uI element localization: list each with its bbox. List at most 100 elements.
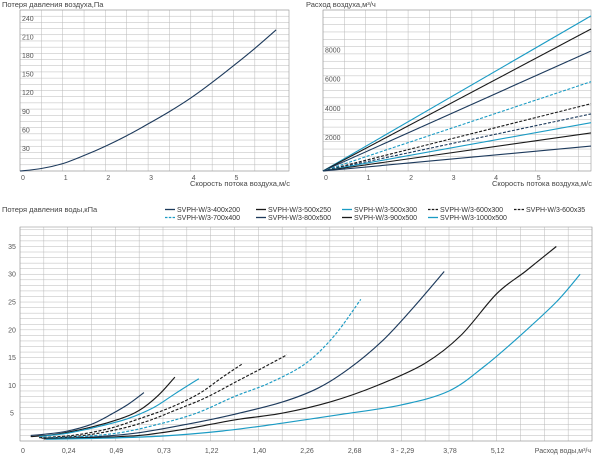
c2-series-line xyxy=(322,50,592,172)
c3-xlabel: Расход воды,м³/ч xyxy=(535,448,592,455)
chart1-ylabel: Потеря давления воздуха,Па xyxy=(2,0,104,9)
c3-xtick-label: 0,73 xyxy=(157,448,171,455)
c3-xtick-label: 3 - 2,29 xyxy=(390,448,414,455)
c2-series-line xyxy=(322,81,592,172)
chart2-x-ticks: 0 1 2 3 4 5 xyxy=(324,175,541,182)
c2-series-line xyxy=(322,145,592,172)
c2-series-line xyxy=(322,132,592,172)
c2-ytick-label: 8000 xyxy=(325,47,341,54)
c3-ytick-label: 35 xyxy=(8,244,16,251)
chart1-y-ticks: 30 60 90 120 150 180 210 240 xyxy=(22,16,34,153)
c3-xtick-label: 2,68 xyxy=(348,448,362,455)
c3-series-line xyxy=(43,246,557,440)
chart3-grid xyxy=(19,226,593,442)
chart-water-pressure-loss: Потеря давления воды,кПа SVPH-W/3-400x20… xyxy=(2,205,593,455)
chart2-y-ticks: 2000 4000 6000 8000 xyxy=(325,47,341,142)
chart1-xlabel: Скорость потока воздуха,м/с xyxy=(190,179,290,188)
c2-series-line xyxy=(322,28,592,172)
c1-xtick-label: 1 xyxy=(64,175,68,182)
c3-ytick-label: 20 xyxy=(8,327,16,334)
legend-label: SVPH-W/3-400x200 xyxy=(177,207,240,214)
c2-series-line xyxy=(322,122,592,172)
chart3-x-ticks: 0 0,24 0,49 0,73 1,22 1,40 2,26 2,68 3 - 2,29 3,7… xyxy=(21,448,591,455)
chart3-series xyxy=(30,246,581,440)
legend-item: SVPH-W/3-600x300 xyxy=(428,207,503,214)
legend-label: SVPH-W/3-700x400 xyxy=(177,215,240,222)
chart-air-flow: Расход воздуха,м³/ч 2000 4000 6000 8000 0 1 2… xyxy=(306,0,592,188)
c2-ytick-label: 4000 xyxy=(325,106,341,113)
c2-frame xyxy=(322,9,592,172)
c2-ytick-label: 2000 xyxy=(325,135,341,142)
c3-frame xyxy=(19,226,593,442)
c1-ytick-label: 240 xyxy=(22,16,34,23)
chart3-legend: SVPH-W/3-400x200 SVPH-W/3-500x250 SVPH-W/3… xyxy=(165,207,585,222)
c1-xtick-label: 4 xyxy=(192,175,196,182)
c3-ytick-label: 30 xyxy=(8,272,16,279)
c3-ytick-label: 10 xyxy=(8,383,16,390)
c3-series-line xyxy=(30,376,176,438)
legend-item: SVPH-W/3-500x250 xyxy=(256,207,331,214)
c1-ytick-label: 120 xyxy=(22,90,34,97)
legend-label: SVPH-W/3-600x35 xyxy=(526,207,585,214)
c1-ytick-label: 150 xyxy=(22,72,34,79)
chart3-ylabel: Потеря давления воды,кПа xyxy=(2,205,98,214)
chart2-grid xyxy=(322,9,592,172)
c3-series-line xyxy=(39,363,243,439)
c3-xtick-label: 5,12 xyxy=(491,448,505,455)
c3-xtick-label: 0,49 xyxy=(110,448,124,455)
c3-ytick-label: 15 xyxy=(8,355,16,362)
c3-ytick-label: 5 xyxy=(10,411,14,418)
legend-label: SVPH-W/3-500x250 xyxy=(268,207,331,214)
legend-item: SVPH-W/3-400x200 xyxy=(165,207,240,214)
c2-ytick-label: 6000 xyxy=(325,77,341,84)
c3-xtick-label: 0 xyxy=(21,448,25,455)
c2-xtick-label: 4 xyxy=(494,175,498,182)
c1-ytick-label: 30 xyxy=(22,146,30,153)
c2-xtick-label: 3 xyxy=(452,175,456,182)
c3-ytick-label: 25 xyxy=(8,300,16,307)
c2-series-line xyxy=(322,103,592,172)
c1-series-line xyxy=(19,29,277,172)
legend-label: SVPH-W/3-1000x500 xyxy=(440,215,507,222)
legend-item: SVPH-W/3-700x400 xyxy=(165,215,240,222)
c3-xtick-label: 1,22 xyxy=(205,448,219,455)
c3-series-line xyxy=(41,354,288,439)
legend-label: SVPH-W/3-900x500 xyxy=(354,215,417,222)
c3-xtick-label: 0,24 xyxy=(62,448,76,455)
legend-label: SVPH-W/3-800x500 xyxy=(268,215,331,222)
c1-ytick-label: 180 xyxy=(22,53,34,60)
legend-item: SVPH-W/3-900x500 xyxy=(342,215,417,222)
legend-item: SVPH-W/3-600x35 xyxy=(514,207,585,214)
c3-series-line xyxy=(43,298,362,439)
legend-label: SVPH-W/3-500x300 xyxy=(354,207,417,214)
chart1-x-ticks: 0 1 2 3 4 5 xyxy=(21,175,238,182)
c2-xtick-label: 0 xyxy=(324,175,328,182)
c3-xtick-label: 3,78 xyxy=(443,448,457,455)
chart1-grid xyxy=(19,9,290,172)
c1-frame xyxy=(19,9,290,172)
c1-xtick-label: 0 xyxy=(21,175,25,182)
legend-item: SVPH-W/3-1000x500 xyxy=(428,215,507,222)
legend-label: SVPH-W/3-600x300 xyxy=(440,207,503,214)
chart2-xlabel: Скорость потока воздуха,м/с xyxy=(492,179,592,188)
chart1-series xyxy=(19,29,277,172)
c3-series-line xyxy=(39,378,200,438)
c1-xtick-label: 2 xyxy=(106,175,110,182)
c2-series-line xyxy=(322,113,592,172)
c1-xtick-label: 5 xyxy=(234,175,238,182)
c2-xtick-label: 2 xyxy=(409,175,413,182)
c1-ytick-label: 60 xyxy=(22,127,30,134)
chart2-series xyxy=(322,15,592,172)
c3-series-line xyxy=(30,392,145,436)
c3-series-line xyxy=(43,271,445,440)
c2-series-line xyxy=(322,15,592,172)
c1-ytick-label: 210 xyxy=(22,34,34,41)
c1-ytick-label: 90 xyxy=(22,109,30,116)
chart-air-pressure-loss: Потеря давления воздуха,Па 3060901201501… xyxy=(2,0,290,188)
c3-series-line xyxy=(46,273,581,440)
chart3-y-ticks: 5 10 15 20 25 30 35 xyxy=(8,244,16,418)
legend-item: SVPH-W/3-500x300 xyxy=(342,207,417,214)
chart2-ylabel: Расход воздуха,м³/ч xyxy=(306,0,376,9)
c2-xtick-label: 1 xyxy=(367,175,371,182)
